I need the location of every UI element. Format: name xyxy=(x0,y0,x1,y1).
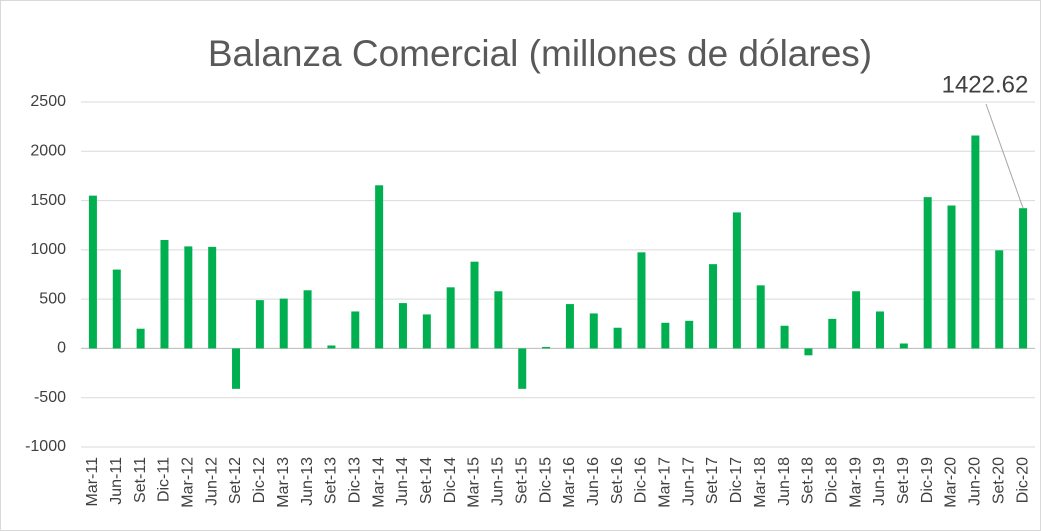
x-tick-label: Jun-16 xyxy=(585,457,602,506)
bar xyxy=(852,291,861,349)
bar xyxy=(589,313,598,349)
x-tick-label: Jun-13 xyxy=(299,457,316,506)
x-tick-label: Set-19 xyxy=(895,457,912,504)
bar xyxy=(255,300,264,349)
bar xyxy=(637,252,646,349)
x-tick-label: Jun-14 xyxy=(394,457,411,506)
x-tick-label: Dic-12 xyxy=(251,457,268,503)
x-tick-label: Dic-19 xyxy=(919,457,936,503)
x-tick-label: Dic-17 xyxy=(728,457,745,503)
x-tick-label: Dic-16 xyxy=(633,457,650,503)
y-tick-label: -500 xyxy=(34,389,66,406)
x-tick-label: Set-16 xyxy=(609,457,626,504)
bar xyxy=(112,269,121,349)
x-tick-label: Mar-13 xyxy=(275,457,292,508)
bar xyxy=(422,314,431,349)
bar xyxy=(184,246,193,349)
x-tick-label: Mar-11 xyxy=(84,457,101,507)
x-tick-label: Dic-14 xyxy=(442,457,459,503)
bar xyxy=(923,197,932,349)
x-tick-label: Set-20 xyxy=(990,457,1007,504)
label-leader xyxy=(985,103,1024,209)
x-tick-label: Jun-12 xyxy=(203,457,220,506)
bar xyxy=(375,185,384,349)
y-tick-label: -1000 xyxy=(25,438,66,455)
x-tick-label: Mar-14 xyxy=(370,457,387,508)
x-tick-label: Mar-12 xyxy=(180,457,197,508)
bar xyxy=(327,345,336,349)
x-tick-label: Set-13 xyxy=(323,457,340,504)
bar xyxy=(875,311,884,349)
bar xyxy=(804,348,813,356)
bar xyxy=(136,328,145,349)
x-tick-label: Mar-18 xyxy=(752,457,769,508)
bar xyxy=(828,318,837,349)
x-tick-label: Set-18 xyxy=(800,457,817,504)
x-tick-label: Set-17 xyxy=(704,457,721,504)
bar xyxy=(232,348,241,389)
bar xyxy=(685,320,694,349)
bar xyxy=(780,325,789,349)
bar xyxy=(732,212,741,349)
x-tick-label: Dic-20 xyxy=(1014,457,1031,503)
x-tick-label: Set-11 xyxy=(132,457,149,503)
bar xyxy=(351,311,360,349)
bar xyxy=(565,304,574,349)
y-tick-label: 0 xyxy=(57,340,66,357)
y-tick-label: 2000 xyxy=(30,143,66,160)
bar xyxy=(446,287,455,349)
x-tick-label: Mar-15 xyxy=(466,457,483,508)
bar xyxy=(709,264,718,349)
x-tick-label: Mar-17 xyxy=(657,457,674,508)
x-tick-label: Jun-19 xyxy=(871,457,888,506)
x-tick-label: Jun-11 xyxy=(108,457,125,505)
bar xyxy=(661,322,670,349)
x-tick-label: Jun-17 xyxy=(680,457,697,506)
x-tick-label: Jun-18 xyxy=(776,457,793,506)
bar xyxy=(613,327,622,349)
bar xyxy=(542,346,551,349)
x-tick-label: Set-14 xyxy=(418,457,435,504)
y-tick-label: 1000 xyxy=(30,241,66,258)
bar xyxy=(303,290,312,349)
bar xyxy=(208,246,217,349)
bar xyxy=(947,205,956,349)
x-tick-label: Set-12 xyxy=(227,457,244,504)
bar xyxy=(971,135,980,349)
bar xyxy=(1019,208,1028,349)
x-tick-label: Dic-13 xyxy=(346,457,363,503)
x-tick-label: Mar-16 xyxy=(561,457,578,508)
x-tick-label: Set-15 xyxy=(513,457,530,504)
bar xyxy=(279,298,288,349)
bar xyxy=(756,285,765,349)
x-tick-label: Jun-20 xyxy=(967,457,984,506)
y-tick-label: 2500 xyxy=(30,93,66,110)
y-tick-label: 500 xyxy=(39,290,66,307)
bar xyxy=(160,240,169,349)
y-tick-label: 1500 xyxy=(30,192,66,209)
x-tick-label: Jun-15 xyxy=(490,457,507,506)
x-tick-label: Dic-18 xyxy=(823,457,840,503)
bar xyxy=(88,195,97,349)
chart-title: Balanza Comercial (millones de dólares) xyxy=(208,33,872,74)
x-tick-label: Mar-20 xyxy=(943,457,960,508)
bar xyxy=(518,348,527,389)
bar xyxy=(470,261,479,349)
x-tick-label: Dic-15 xyxy=(537,457,554,503)
x-tick-label: Mar-19 xyxy=(847,457,864,508)
bar xyxy=(494,291,503,349)
x-tick-label: Dic-11 xyxy=(156,457,173,502)
data-label: 1422.62 xyxy=(942,71,1029,98)
bar xyxy=(899,343,908,349)
bar xyxy=(398,303,407,349)
bar xyxy=(995,250,1004,349)
